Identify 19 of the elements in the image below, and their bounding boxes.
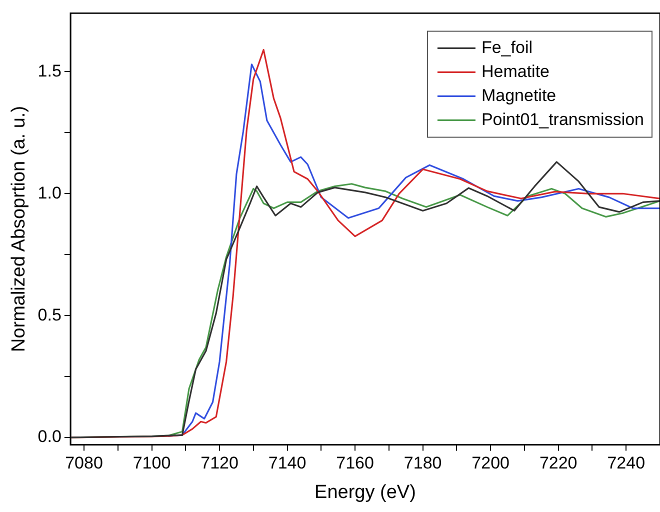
legend-label: Point01_transmission xyxy=(481,110,644,129)
x-tick-label: 7240 xyxy=(607,454,646,473)
x-tick-label: 7160 xyxy=(336,454,374,473)
legend-label: Magnetite xyxy=(481,86,556,105)
x-tick-label: 7180 xyxy=(404,454,442,473)
y-axis-title: Normalized Absoprtion (a. u.) xyxy=(8,106,30,352)
legend-label: Fe_foil xyxy=(481,38,532,57)
x-tick-label: 7200 xyxy=(472,454,510,473)
x-axis-title: Energy (eV) xyxy=(314,482,416,503)
legend-label: Hematite xyxy=(481,62,550,81)
x-tick-label: 7140 xyxy=(268,454,306,473)
x-tick-label: 7100 xyxy=(132,454,171,473)
y-tick-label: 0.5 xyxy=(38,305,62,324)
y-tick-label: 1.5 xyxy=(38,61,62,80)
x-tick-label: 7080 xyxy=(65,454,103,473)
x-tick-label: 7120 xyxy=(200,454,238,473)
x-tick-label: 7220 xyxy=(539,454,578,473)
y-tick-label: 0.0 xyxy=(38,427,62,446)
y-tick-label: 1.0 xyxy=(38,183,62,202)
